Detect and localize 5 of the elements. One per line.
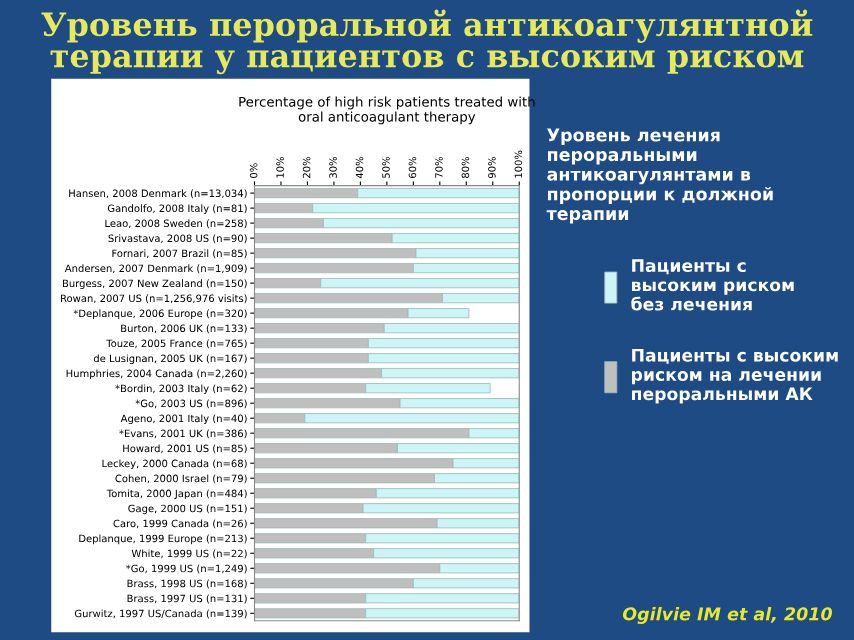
legend-label: Пациенты с высоким риском на лечении пероральными АК	[632, 348, 838, 404]
legend-label: Пациенты с высоким риском без лечения	[631, 259, 794, 311]
chart-title: Уровень пероральной антикоагулянтной терапии у пациентов с высоким риском	[41, 9, 813, 75]
text: Ogilvie IM et al, 2010	[622, 606, 833, 624]
text: Уровень лечения пероральными антикоагулянтами в пропорции к должной терапии	[546, 128, 773, 224]
